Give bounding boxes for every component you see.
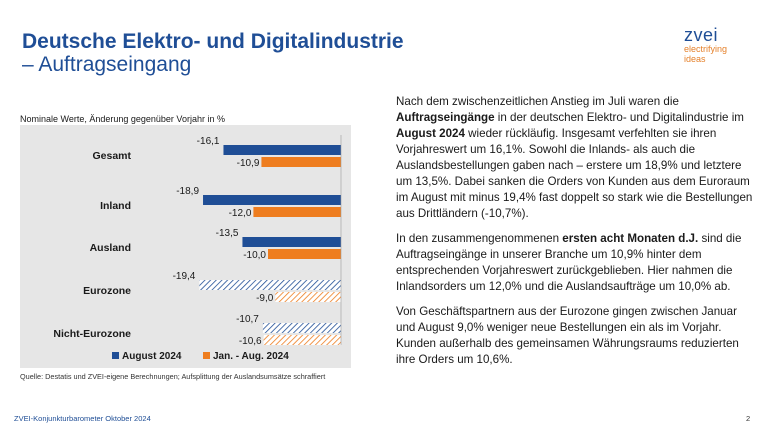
title-line-2: – Auftragseingang xyxy=(22,53,192,76)
data-label-0-0: -16,1 xyxy=(197,136,220,147)
bar-0-2 xyxy=(242,237,341,247)
data-label-0-1: -18,9 xyxy=(176,186,199,197)
category-label-4: Nicht-Eurozone xyxy=(53,328,131,340)
page-title: Deutsche Elektro- und Digitalindustrie –… xyxy=(22,30,404,76)
p1-run-1: Auftragseingänge xyxy=(396,111,495,124)
logo-word: zvei xyxy=(684,25,719,45)
bar-1-4 xyxy=(263,335,341,345)
p1-run-3: August 2024 xyxy=(396,127,465,140)
category-label-0: Gesamt xyxy=(92,150,131,162)
title-line-1: Deutsche Elektro- und Digitalindustrie xyxy=(22,30,404,53)
source-note: Quelle: Destatis und ZVEI-eigene Berechn… xyxy=(20,372,326,381)
p1-run-2: in der deutschen Elektro- und Digitalind… xyxy=(494,111,744,124)
bar-1-1 xyxy=(253,207,341,217)
legend-label-1: Jan. - Aug. 2024 xyxy=(213,351,289,362)
chart-subtitle: Nominale Werte, Änderung gegenüber Vorja… xyxy=(20,114,225,124)
p1-run-0: Nach dem zwischenzeitlichen Anstieg im J… xyxy=(396,95,679,108)
bar-0-3 xyxy=(199,280,341,290)
category-label-1: Inland xyxy=(100,200,131,212)
p2-run-1: ersten acht Monaten d.J. xyxy=(562,232,699,245)
data-label-0-4: -10,7 xyxy=(236,314,259,325)
bar-0-4 xyxy=(262,323,341,333)
bar-chart: Gesamt -16,1 -10,9 Inland -18,9 -12,0 Ausland -… xyxy=(53,135,342,362)
category-label-3: Eurozone xyxy=(83,285,131,297)
bar-1-3 xyxy=(275,292,341,302)
p3-run-0: Von Geschäftspartnern aus der Eurozone g… xyxy=(396,305,739,366)
footer-text: ZVEI-Konjunkturbarometer Oktober 2024 xyxy=(14,414,151,423)
data-label-1-1: -12,0 xyxy=(229,208,252,219)
commentary: Nach dem zwischenzeitlichen Anstieg im J… xyxy=(396,94,756,377)
zvei-logo: zvei electrifying ideas xyxy=(684,26,754,64)
legend-swatch-0 xyxy=(112,352,119,359)
bar-0-1 xyxy=(203,195,341,205)
data-label-1-0: -10,9 xyxy=(237,158,260,169)
paragraph-1: Nach dem zwischenzeitlichen Anstieg im J… xyxy=(396,94,756,222)
p2-run-2: sind die Auftragseingänge in unserer Bra… xyxy=(396,232,742,293)
bar-1-0 xyxy=(261,157,341,167)
logo-tagline-1: electrifying xyxy=(684,44,728,54)
category-label-2: Ausland xyxy=(90,242,131,254)
bar-0-0 xyxy=(223,145,341,155)
paragraph-2: In den zusammengenommenen ersten acht Mo… xyxy=(396,231,756,295)
data-label-0-2: -13,5 xyxy=(216,228,239,239)
legend-label-0: August 2024 xyxy=(122,351,182,362)
chart-panel: Gesamt -16,1 -10,9 Inland -18,9 -12,0 Ausland -… xyxy=(20,125,351,368)
p1-run-4: wieder rückläufig. Insgesamt verfehlten … xyxy=(396,127,753,220)
data-label-0-3: -19,4 xyxy=(173,271,196,282)
page-number: 2 xyxy=(746,414,751,423)
p2-run-0: In den zusammengenommenen xyxy=(396,232,563,245)
data-label-1-2: -10,0 xyxy=(243,250,266,261)
logo-tagline-2: ideas xyxy=(684,54,706,64)
bar-1-2 xyxy=(268,249,341,259)
data-label-1-4: -10,6 xyxy=(239,336,262,347)
paragraph-3: Von Geschäftspartnern aus der Eurozone g… xyxy=(396,304,756,368)
data-label-1-3: -9,0 xyxy=(256,293,274,304)
legend-swatch-1 xyxy=(203,352,210,359)
